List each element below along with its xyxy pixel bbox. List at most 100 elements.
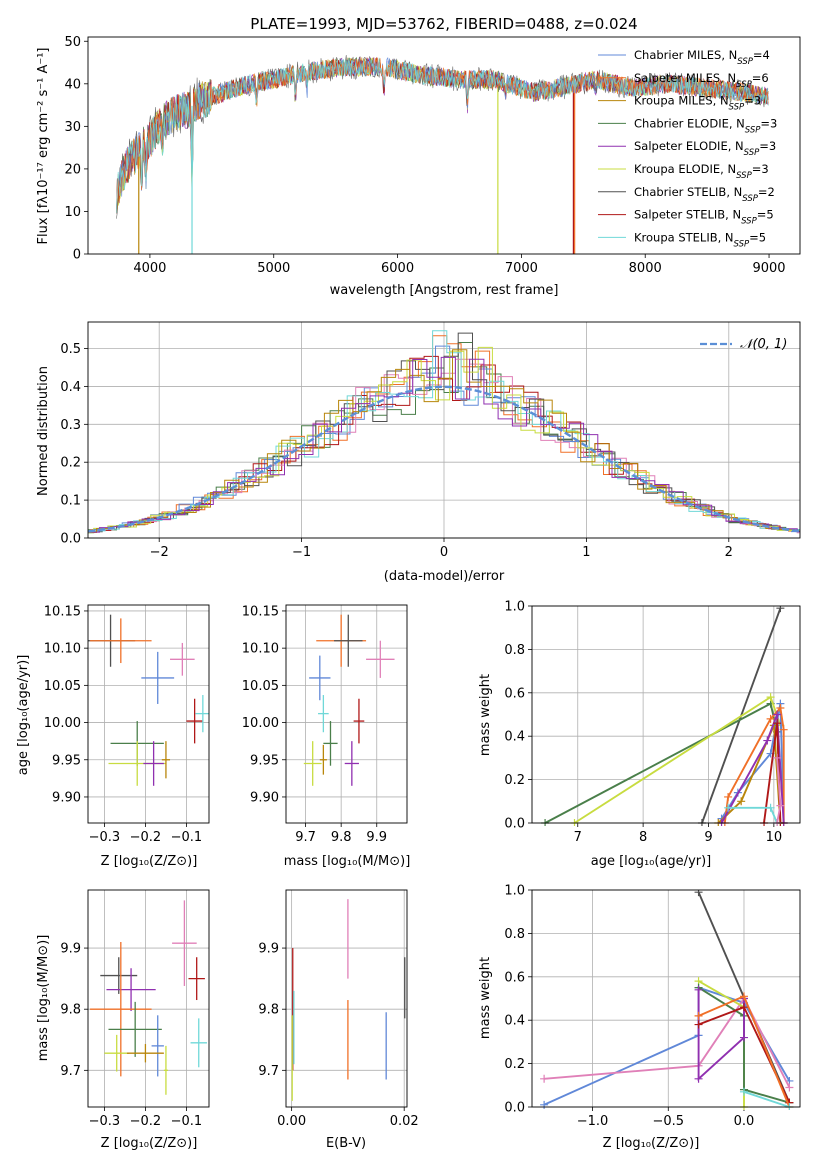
legend-entry: Kroupa MILES, NSSP=3 xyxy=(634,94,761,113)
legend-entry: Kroupa ELODIE, NSSP=3 xyxy=(634,162,769,181)
x-tick-label: −2 xyxy=(150,545,169,560)
mass-weight-marker xyxy=(766,803,775,812)
mass-weight-marker xyxy=(776,703,785,712)
mass-weight-marker xyxy=(739,1003,748,1012)
y-tick-label: 9.8 xyxy=(258,1003,279,1018)
residual-frame xyxy=(87,321,801,539)
x-tick-label: −1 xyxy=(292,545,311,560)
plot-area xyxy=(541,606,788,826)
y-tick-label: 0.6 xyxy=(504,686,525,701)
mass-weight-marker xyxy=(739,1087,748,1096)
mass-weight-vs-age-panel: 7 8 9 10 0.0 0.2 0.4 0.6 0.8 1.0 age [log₁₀(age/y… xyxy=(478,600,801,869)
x-tick-label: 9.8 xyxy=(331,830,352,845)
spectrum-line xyxy=(116,57,769,214)
spectrum-line xyxy=(116,57,769,214)
y-tick-label: 9.9 xyxy=(60,942,81,957)
mass-weight-marker xyxy=(694,985,703,994)
x-tick-label: 9.7 xyxy=(295,830,316,845)
mass-weight-line xyxy=(723,705,785,824)
y-tick-label: 0.1 xyxy=(60,494,81,509)
mass-weight-marker xyxy=(739,1033,748,1042)
y-tick-label: 0 xyxy=(73,248,81,263)
spectrum-legend: Chabrier MILES, NSSP=4 Salpeter MILES, NS… xyxy=(598,48,777,249)
legend-entry: Salpeter STELIB, NSSP=5 xyxy=(634,208,774,227)
plot-area xyxy=(291,899,406,1101)
x-tick-label: 10 xyxy=(766,830,783,845)
age-vs-mass-panel: 9.7 9.8 9.9 9.90 9.95 10.00 10.05 10.10 10.15 ma… xyxy=(242,604,410,869)
mass-weight-marker xyxy=(766,714,775,723)
y-tick-label: 0.5 xyxy=(60,342,81,357)
x-tick-label: 9 xyxy=(704,830,712,845)
x-tick-label: 5000 xyxy=(257,261,290,276)
mass-weight-line xyxy=(573,695,782,824)
y-tick-label: 10 xyxy=(64,205,81,220)
mass-weight-marker xyxy=(724,792,733,801)
x-tick-label: −1.0 xyxy=(577,1114,609,1129)
x-tick-label: 8 xyxy=(639,830,647,845)
residual-histogram-series xyxy=(88,356,800,533)
x-tick-label: 1 xyxy=(582,545,590,560)
weight-z-xlabel: Z [log₁₀(Z/Z⊙)] xyxy=(603,1136,700,1151)
y-tick-label: 50 xyxy=(64,35,81,50)
y-tick-label: 0.4 xyxy=(504,1014,525,1029)
weight-age-ylabel: mass weight xyxy=(478,674,493,756)
age-z-ylabel: age [log₁₀(age/yr)] xyxy=(16,655,31,776)
plot-area xyxy=(116,54,769,254)
y-tick-label: 9.7 xyxy=(258,1064,279,1079)
x-tick-label: 2 xyxy=(725,545,733,560)
y-tick-label: 9.8 xyxy=(60,1003,81,1018)
y-tick-label: 20 xyxy=(64,162,81,177)
y-tick-label: 0.4 xyxy=(504,730,525,745)
legend-entry: Salpeter ELODIE, NSSP=3 xyxy=(634,139,776,158)
residual-ylabel: Normed distribution xyxy=(36,366,51,496)
x-tick-label: 9.9 xyxy=(366,830,387,845)
y-tick-label: 10.00 xyxy=(242,716,279,731)
mass-weight-marker xyxy=(724,803,733,812)
mass-weight-line xyxy=(697,989,745,1081)
spectrum-title: PLATE=1993, MJD=53762, FIBERID=0488, z=0… xyxy=(250,15,637,33)
y-tick-label: 0.3 xyxy=(60,418,81,433)
age-mass-xlabel: mass [log₁₀(M/M⊙)] xyxy=(284,854,411,869)
mass-weight-marker xyxy=(739,992,748,1001)
plot-area xyxy=(90,900,207,1095)
y-tick-label: 9.95 xyxy=(250,753,279,768)
panel-frame xyxy=(87,604,210,824)
y-tick-label: 9.90 xyxy=(250,790,279,805)
mass-weight-marker xyxy=(766,693,775,702)
mass-z-ylabel: mass [log₁₀(M/M⊙)] xyxy=(36,935,51,1062)
mass-z-xlabel: Z [log₁₀(Z/Z⊙)] xyxy=(101,1136,198,1151)
normal-curve xyxy=(88,385,800,533)
y-tick-label: 30 xyxy=(64,120,81,135)
age-vs-metallicity-panel: −0.3 −0.2 −0.1 9.90 9.95 10.00 10.05 10.10 10.15… xyxy=(16,604,210,869)
mass-weight-line xyxy=(543,986,791,1106)
mass-vs-metallicity-panel: −0.3 −0.2 −0.1 9.7 9.8 9.9 Z [log₁₀(Z/Z⊙)] ma… xyxy=(36,889,210,1151)
y-tick-label: 1.0 xyxy=(504,600,525,615)
mass-weight-marker xyxy=(773,753,782,762)
residual-histogram-series xyxy=(88,335,800,534)
legend-entry: Salpeter MILES, NSSP=6 xyxy=(634,71,769,90)
y-tick-label: 0.2 xyxy=(60,456,81,471)
legend-entry: Chabrier ELODIE, NSSP=3 xyxy=(634,116,777,135)
x-tick-label: −0.2 xyxy=(130,830,162,845)
x-tick-label: 0.00 xyxy=(277,1114,306,1129)
mass-weight-marker xyxy=(776,801,785,810)
mass-weight-marker xyxy=(785,1083,794,1092)
y-tick-label: 10.10 xyxy=(44,642,81,657)
mass-weight-line xyxy=(728,806,778,824)
mass-weight-line xyxy=(698,986,790,1104)
y-tick-label: 0.0 xyxy=(504,1101,525,1116)
mass-weight-marker xyxy=(776,606,785,613)
spectrum-frame xyxy=(87,36,801,255)
spectrum-panel: PLATE=1993, MJD=53762, FIBERID=0488, z=0… xyxy=(36,15,801,298)
x-tick-label: −0.3 xyxy=(89,1114,121,1129)
y-tick-label: 0.0 xyxy=(60,532,81,547)
y-tick-label: 10.15 xyxy=(44,604,81,619)
mass-weight-marker xyxy=(773,710,782,719)
x-tick-label: −0.1 xyxy=(171,830,203,845)
x-tick-label: 9000 xyxy=(752,261,785,276)
y-tick-label: 0.6 xyxy=(504,970,525,985)
y-tick-label: 10.15 xyxy=(242,604,279,619)
residual-xlabel: (data-model)/error xyxy=(384,569,505,584)
legend-entry: Chabrier MILES, NSSP=4 xyxy=(634,48,770,67)
